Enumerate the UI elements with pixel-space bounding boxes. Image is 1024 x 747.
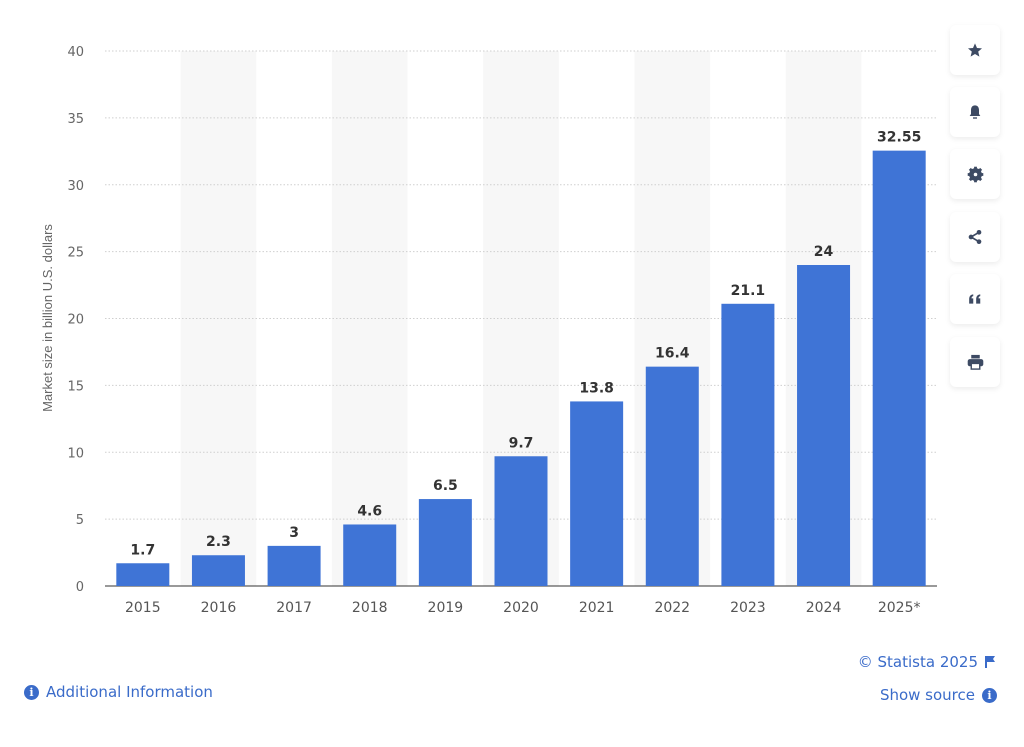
bar [645,366,699,586]
bar [721,303,775,586]
info-icon: i [24,684,39,700]
x-tick-label: 2021 [579,600,615,616]
info-icon: i [982,687,997,703]
additional-information-link[interactable]: i Additional Information [24,683,213,701]
y-tick-label: 25 [67,246,84,261]
y-tick-label: 15 [67,379,84,394]
y-tick-label: 0 [76,580,84,595]
data-label: 24 [814,244,834,260]
y-tick-label: 20 [67,313,84,328]
x-tick-label: 2024 [806,600,842,616]
data-label: 1.7 [130,542,155,558]
x-tick-label: 2020 [503,600,539,616]
data-label: 3 [289,525,299,541]
column-band [331,51,408,586]
y-tick-label: 5 [76,513,84,528]
bar [343,524,397,586]
show-source-link[interactable]: Show source i [880,686,997,704]
x-tick-label: 2016 [201,600,237,616]
bar [191,555,245,586]
data-label: 13.8 [579,380,614,396]
share-button[interactable] [950,212,1000,262]
x-tick-label: 2015 [125,600,161,616]
y-tick-label: 40 [67,45,84,60]
star-icon [968,43,982,57]
copyright[interactable]: © Statista 2025 [858,653,996,671]
print-button[interactable] [950,337,1000,387]
y-tick-label: 35 [67,112,84,127]
bar [116,563,170,586]
data-label: 2.3 [206,534,231,550]
y-axis-label: Market size in billion U.S. dollars [40,224,55,412]
settings-button[interactable] [950,149,1000,199]
x-tick-label: 2019 [428,600,464,616]
data-label: 6.5 [433,478,458,494]
y-tick-label: 10 [67,446,84,461]
notification-button[interactable] [950,87,1000,137]
quote-icon [969,294,981,304]
bar [494,456,548,586]
data-label: 16.4 [655,346,690,362]
share-icon [968,230,982,244]
bar [570,401,624,586]
show-source-text: Show source [879,686,975,704]
bar [418,499,472,586]
data-label: 21.1 [731,283,766,299]
flag-icon[interactable] [985,656,996,668]
x-tick-label: 2018 [352,600,388,616]
x-tick-label: 2017 [276,600,312,616]
gear-icon [967,166,983,182]
data-label: 32.55 [877,130,921,146]
cite-button[interactable] [950,274,1000,324]
data-label: 4.6 [357,503,382,519]
additional-information-text: Additional Information [46,683,213,701]
bar [267,545,321,586]
bell-icon [969,105,981,119]
x-tick-label: 2023 [730,600,766,616]
x-tick-label: 2022 [654,600,690,616]
favorite-button[interactable] [950,25,1000,75]
copyright-text: © Statista 2025 [857,653,978,671]
bar [872,150,926,587]
y-tick-label: 30 [67,179,84,194]
x-tick-label: 2025* [878,600,921,616]
print-icon [967,354,983,370]
data-label: 9.7 [509,435,534,451]
bar [797,265,851,586]
